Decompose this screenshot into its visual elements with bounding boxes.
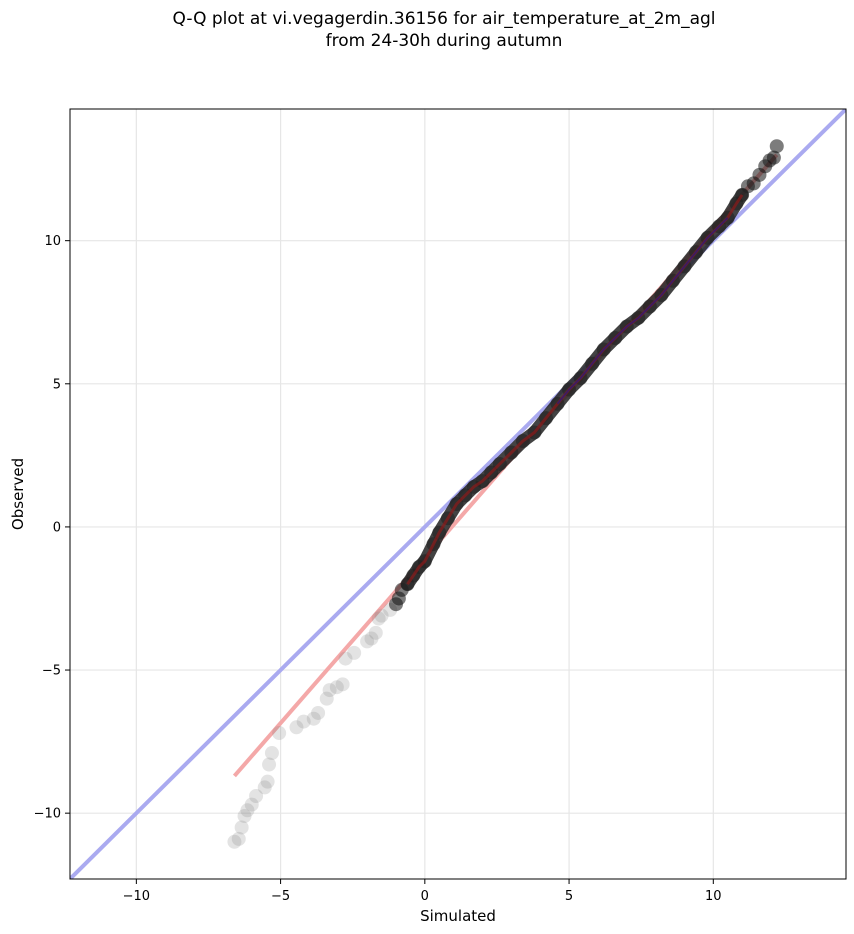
y-tick-label: −5 — [42, 664, 61, 679]
y-tick-label: 0 — [53, 520, 61, 535]
data-point — [322, 683, 337, 698]
data-point — [335, 677, 350, 692]
x-tick-label: −5 — [271, 889, 290, 904]
data-point — [364, 631, 379, 646]
data-point — [264, 746, 279, 761]
data-point — [769, 139, 784, 154]
axis-ticks: −10 −5 0 5 10 −10 −5 0 5 10 — [34, 234, 722, 904]
data-point — [289, 720, 304, 735]
data-point — [262, 757, 277, 772]
data-point — [766, 150, 781, 165]
data-point — [231, 831, 246, 846]
data-point — [319, 691, 334, 706]
data-point — [240, 803, 255, 818]
data-point — [338, 651, 353, 666]
data-point — [272, 726, 287, 741]
chart-title-line-1: Q-Q plot at vi.vegagerdin.36156 for air_… — [172, 9, 716, 29]
chart-title-line-2: from 24-30h during autumn — [325, 31, 563, 51]
data-point — [237, 809, 252, 824]
x-tick-label: 5 — [565, 889, 573, 904]
plot-frame — [69, 108, 847, 880]
data-point — [360, 634, 375, 649]
data-point — [234, 820, 249, 835]
data-point — [227, 834, 242, 849]
dense-overlay — [401, 188, 749, 591]
y-tick-label: 10 — [44, 234, 61, 249]
data-point — [306, 711, 321, 726]
data-point — [260, 774, 275, 789]
data-point — [347, 645, 362, 660]
data-point — [374, 608, 389, 623]
y-axis-label: Observed — [9, 458, 27, 530]
x-axis-label: Simulated — [420, 907, 496, 925]
data-point — [329, 680, 344, 695]
grid-lines — [70, 109, 846, 879]
y-tick-label: −10 — [34, 807, 61, 822]
data-point — [371, 611, 386, 626]
dense-band — [401, 188, 749, 591]
identity-line-overlay — [556, 217, 729, 405]
data-point — [244, 797, 259, 812]
data-point — [257, 780, 272, 795]
chart-title: Q-Q plot at vi.vegagerdin.36156 for air_… — [0, 8, 854, 52]
data-point — [311, 705, 326, 720]
data-point — [249, 788, 264, 803]
data-point — [296, 714, 311, 729]
y-tick-label: 5 — [53, 377, 61, 392]
x-tick-label: −10 — [123, 889, 150, 904]
x-tick-label: 0 — [421, 889, 429, 904]
data-point — [368, 625, 383, 640]
x-tick-label: 10 — [705, 889, 722, 904]
